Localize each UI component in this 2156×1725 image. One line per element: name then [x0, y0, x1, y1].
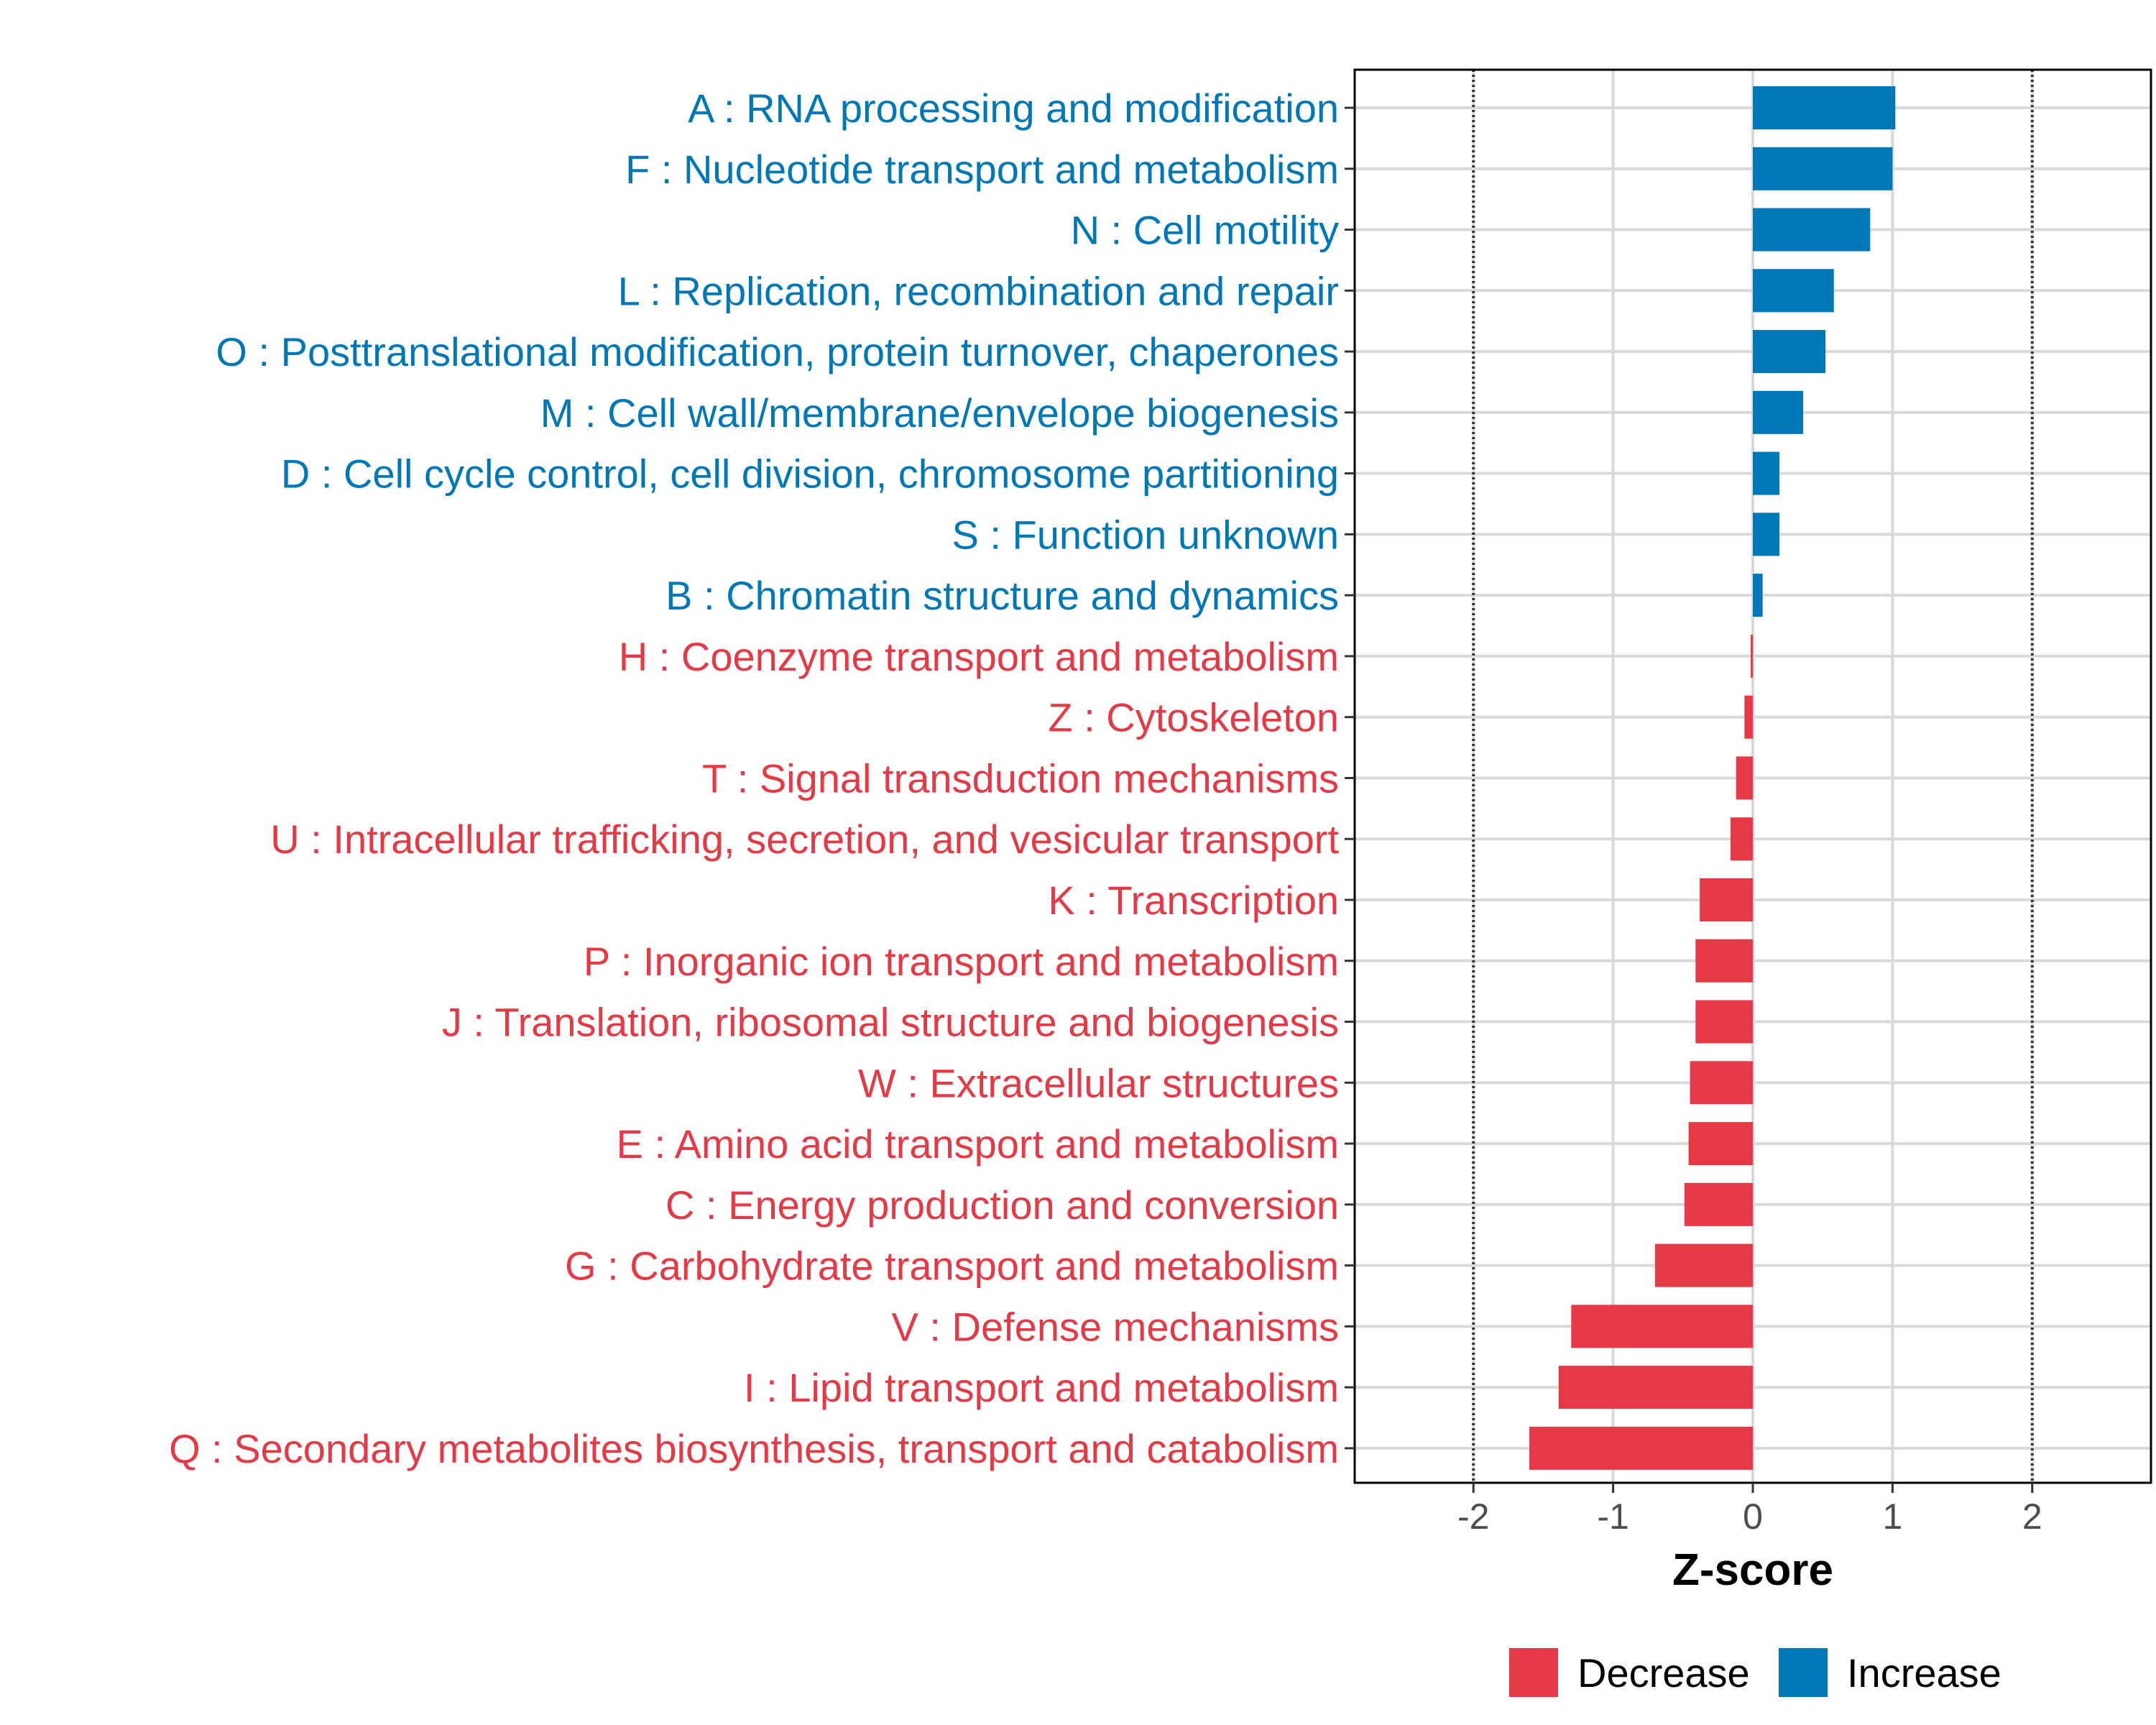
category-label: C : Energy production and conversion: [665, 1182, 1339, 1228]
bar: [1695, 939, 1753, 983]
bar: [1654, 1243, 1753, 1287]
category-label: U : Intracellular trafficking, secretion…: [270, 816, 1339, 862]
category-label: S : Function unknown: [952, 512, 1339, 557]
category-label: D : Cell cycle control, cell division, c…: [281, 451, 1339, 497]
bar: [1753, 330, 1826, 374]
category-label: T : Signal transduction mechanisms: [702, 755, 1339, 801]
y-axis-category-labels: A : RNA processing and modification F : N…: [169, 86, 1339, 1471]
category-label: G : Carbohydrate transport and metabolis…: [565, 1243, 1339, 1289]
category-label: J : Translation, ribosomal structure and…: [442, 1000, 1339, 1045]
legend-label: Decrease: [1577, 1650, 1750, 1696]
category-label: F : Nucleotide transport and metabolism: [625, 147, 1339, 192]
bar: [1753, 269, 1834, 313]
category-label: H : Coenzyme transport and metabolism: [619, 634, 1339, 679]
category-label: K : Transcription: [1048, 878, 1339, 923]
bar: [1558, 1366, 1753, 1409]
category-label: Q : Secondary metabolites biosynthesis, …: [169, 1426, 1339, 1471]
legend-key: [1509, 1648, 1558, 1697]
bar: [1571, 1305, 1753, 1348]
bar: [1700, 878, 1753, 922]
reference-lines: [1472, 70, 2034, 1483]
category-label: W : Extracellular structures: [858, 1060, 1339, 1105]
bar: [1690, 1061, 1753, 1105]
bar: [1529, 1426, 1753, 1470]
legend: Decrease Increase: [1509, 1648, 2001, 1697]
x-tick-label: -1: [1597, 1496, 1628, 1537]
bar: [1753, 86, 1896, 129]
bar: [1753, 512, 1779, 556]
category-label: O : Posttranslational modification, prot…: [216, 329, 1339, 374]
category-label: Z : Cytoskeleton: [1048, 695, 1339, 740]
x-axis-ticks: -2 -1 0 1 2: [1457, 1483, 2042, 1537]
bar: [1753, 208, 1871, 252]
category-label: N : Cell motility: [1071, 208, 1339, 253]
bar: [1736, 756, 1753, 800]
category-label: E : Amino acid transport and metabolism: [617, 1121, 1339, 1167]
bar: [1753, 390, 1803, 434]
bar: [1753, 574, 1763, 617]
bar: [1688, 1122, 1753, 1166]
x-tick-label: -2: [1457, 1496, 1489, 1537]
x-tick-label: 2: [2022, 1496, 2042, 1537]
legend-label: Increase: [1847, 1650, 2001, 1696]
category-label: V : Defense mechanisms: [892, 1304, 1339, 1349]
y-axis-ticks: [1345, 106, 1355, 1450]
x-axis-title: Z-score: [1672, 1545, 1833, 1595]
bar: [1753, 147, 1893, 190]
bar: [1753, 451, 1779, 495]
category-label: A : RNA processing and modification: [688, 86, 1339, 131]
bar: [1684, 1182, 1753, 1226]
bar: [1744, 695, 1753, 739]
x-tick-label: 1: [1882, 1496, 1902, 1537]
category-label: I : Lipid transport and metabolism: [744, 1365, 1339, 1410]
category-label: P : Inorganic ion transport and metaboli…: [584, 939, 1339, 984]
category-label: L : Replication, recombination and repai…: [618, 268, 1339, 313]
bar: [1751, 634, 1753, 678]
bars: [1529, 86, 1896, 1470]
bar: [1695, 1000, 1753, 1044]
category-label: M : Cell wall/membrane/envelope biogenes…: [540, 390, 1339, 436]
legend-key: [1779, 1648, 1828, 1697]
x-tick-label: 0: [1743, 1496, 1763, 1537]
bar: [1730, 817, 1753, 861]
category-label: B : Chromatin structure and dynamics: [665, 573, 1339, 618]
